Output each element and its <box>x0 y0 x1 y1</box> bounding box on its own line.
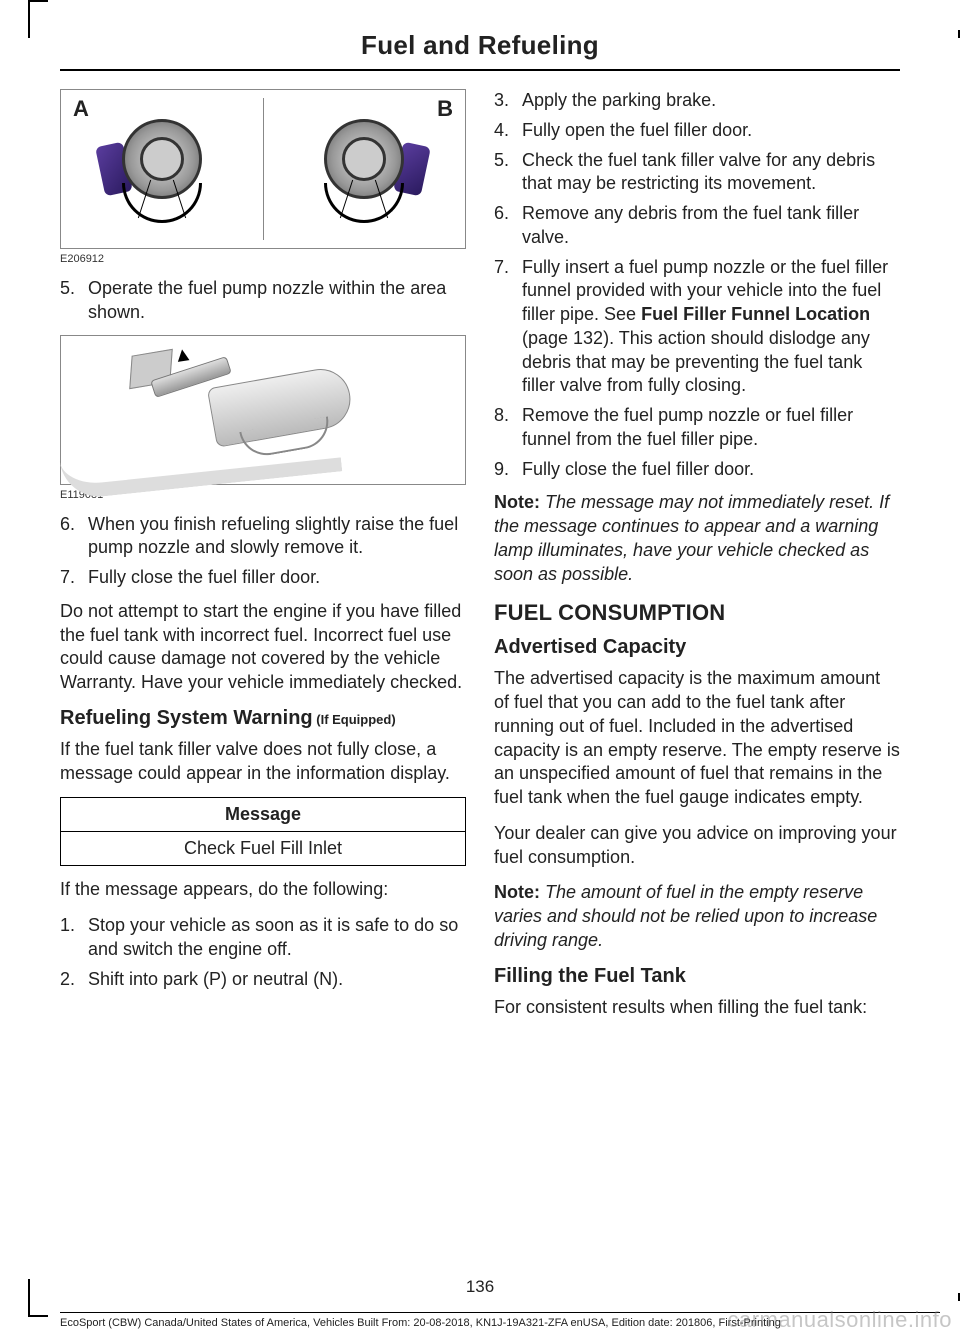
note-2-label: Note: <box>494 882 540 902</box>
message-header: Message <box>61 798 466 832</box>
paragraph-valve-close: If the fuel tank filler valve does not f… <box>60 738 466 786</box>
step-r8-text: Remove the fuel pump nozzle or fuel fill… <box>522 404 900 452</box>
steps-list-2: 6.When you finish refueling slightly rai… <box>60 513 466 590</box>
heading-fuel-consumption: FUEL CONSUMPTION <box>494 600 900 626</box>
paragraph-consistent: For consistent results when filling the … <box>494 996 900 1020</box>
left-column: A B <box>60 89 466 1031</box>
step-b2-text: Shift into park (P) or neutral (N). <box>88 968 343 992</box>
paragraph-if-message: If the message appears, do the following… <box>60 878 466 902</box>
step-r7: 7.Fully insert a fuel pump nozzle or the… <box>494 256 900 399</box>
step-6-text: When you finish refueling slightly raise… <box>88 513 466 561</box>
step-r9-text: Fully close the fuel filler door. <box>522 458 754 482</box>
message-table: Message Check Fuel Fill Inlet <box>60 797 466 866</box>
nozzle-diagram-a <box>102 109 222 229</box>
paragraph-incorrect-fuel: Do not attempt to start the engine if yo… <box>60 600 466 695</box>
figure-nozzle-angle: A B <box>60 89 466 249</box>
step-5-text: Operate the fuel pump nozzle within the … <box>88 277 466 325</box>
heading-refuel-warning-text: Refueling System Warning <box>60 707 313 729</box>
heading-advertised-capacity: Advertised Capacity <box>494 636 900 659</box>
heading-qualifier: (If Equipped) <box>313 712 396 727</box>
message-row: Check Fuel Fill Inlet <box>61 832 466 866</box>
step-b1: 1.Stop your vehicle as soon as it is saf… <box>60 914 466 962</box>
nozzle-diagram-b <box>304 109 424 229</box>
step-7-text: Fully close the fuel filler door. <box>88 566 320 590</box>
step-r5: 5.Check the fuel tank filler valve for a… <box>494 149 900 197</box>
figure-half-b <box>263 90 465 248</box>
step-r6-text: Remove any debris from the fuel tank fil… <box>522 202 900 250</box>
note-1-label: Note: <box>494 492 540 512</box>
figure-code-1: E206912 <box>60 253 466 265</box>
step-r3-text: Apply the parking brake. <box>522 89 716 113</box>
note-2: Note: The amount of fuel in the empty re… <box>494 881 900 952</box>
crop-mark-tl <box>28 0 48 38</box>
steps-list-3: 1.Stop your vehicle as soon as it is saf… <box>60 914 466 991</box>
step-r4-text: Fully open the fuel filler door. <box>522 119 752 143</box>
paragraph-capacity: The advertised capacity is the maximum a… <box>494 667 900 810</box>
note-1: Note: The message may not immediately re… <box>494 491 900 586</box>
watermark: carmanualsonline.info <box>727 1307 952 1333</box>
step-r9: 9.Fully close the fuel filler door. <box>494 458 900 482</box>
columns: A B <box>60 89 900 1031</box>
steps-list-4: 3.Apply the parking brake. 4.Fully open … <box>494 89 900 481</box>
heading-refuel-warning: Refueling System Warning (If Equipped) <box>60 707 466 730</box>
footer-text: EcoSport (CBW) Canada/United States of A… <box>60 1317 781 1329</box>
step-7: 7.Fully close the fuel filler door. <box>60 566 466 590</box>
step-r5-text: Check the fuel tank filler valve for any… <box>522 149 900 197</box>
figure-pump-nozzle: ▲ <box>60 335 466 485</box>
steps-list-1: 5.Operate the fuel pump nozzle within th… <box>60 277 466 325</box>
step-r8: 8.Remove the fuel pump nozzle or fuel fi… <box>494 404 900 452</box>
step-5: 5.Operate the fuel pump nozzle within th… <box>60 277 466 325</box>
page-header: Fuel and Refueling <box>60 30 900 71</box>
step-b2: 2.Shift into park (P) or neutral (N). <box>60 968 466 992</box>
page-content: Fuel and Refueling A B <box>60 30 900 1270</box>
step-r6: 6.Remove any debris from the fuel tank f… <box>494 202 900 250</box>
step-r7c-text: (page 132). This action should dislodge … <box>522 328 870 396</box>
note-2-text: The amount of fuel in the empty reserve … <box>494 882 877 950</box>
paragraph-dealer: Your dealer can give you advice on impro… <box>494 822 900 870</box>
right-column: 3.Apply the parking brake. 4.Fully open … <box>494 89 900 1031</box>
page-number: 136 <box>0 1277 960 1297</box>
note-1-text: The message may not immediately reset. I… <box>494 492 889 583</box>
step-6: 6.When you finish refueling slightly rai… <box>60 513 466 561</box>
heading-filling-tank: Filling the Fuel Tank <box>494 965 900 988</box>
step-r7-ref: Fuel Filler Funnel Location <box>641 304 870 324</box>
step-r4: 4.Fully open the fuel filler door. <box>494 119 900 143</box>
figure-half-a <box>61 90 263 248</box>
step-r3: 3.Apply the parking brake. <box>494 89 900 113</box>
step-b1-text: Stop your vehicle as soon as it is safe … <box>88 914 466 962</box>
